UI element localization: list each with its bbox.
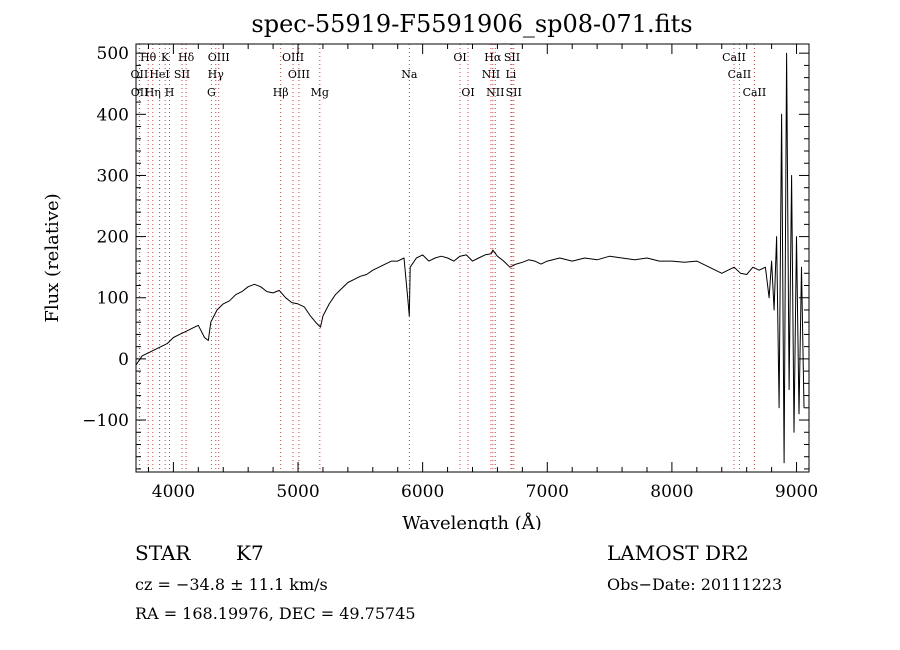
x-axis-label: Wavelength (Å) — [402, 512, 542, 530]
axis-tick-labels: 4000 5000 6000 7000 8000 9000 −100 0 100 200 300 40… — [82, 44, 818, 502]
line-label: Hγ — [208, 68, 225, 81]
redshift-velocity: cz = −34.8 ± 11.1 km/s — [135, 575, 328, 594]
plot-frame — [135, 43, 810, 473]
coordinates: RA = 168.19976, DEC = 49.75745 — [135, 604, 416, 623]
line-label: K — [161, 51, 170, 64]
line-label: Na — [401, 68, 418, 81]
x-tick-label: 5000 — [276, 482, 319, 502]
emission-line-markers — [138, 44, 755, 472]
spectrum-series — [135, 52, 805, 464]
x-tick-label: 9000 — [775, 482, 818, 502]
y-tick-label: −100 — [82, 411, 129, 431]
y-axis-label: Flux (relative) — [42, 193, 63, 322]
line-label: SII — [504, 51, 520, 64]
line-label: HeI — [149, 68, 169, 81]
object-subclass: K7 — [236, 541, 264, 565]
line-label: CaII — [743, 86, 767, 99]
y-tick-label: 500 — [97, 44, 129, 64]
line-label: SII — [174, 68, 190, 81]
line-label: CaII — [722, 51, 746, 64]
survey-name: LAMOST DR2 — [607, 541, 749, 565]
y-tick-label: 100 — [97, 289, 129, 309]
y-tick-label: 0 — [118, 350, 129, 370]
line-label: Hβ — [273, 86, 289, 99]
line-label: OIII — [282, 51, 304, 64]
line-label: OI — [453, 51, 466, 64]
spectrum-chart: spec-55919-F5591906_sp08-071.fits 4000 50… — [42, 10, 818, 530]
line-label: SII — [506, 86, 522, 99]
x-tick-label: 8000 — [650, 482, 693, 502]
x-tick-label: 6000 — [401, 482, 444, 502]
line-label: NII — [486, 86, 504, 99]
line-label: G — [207, 86, 216, 99]
line-label: Mg — [311, 86, 329, 99]
spectrum-line — [135, 52, 805, 464]
line-label: H — [165, 86, 175, 99]
observation-date: Obs−Date: 20111223 — [607, 575, 783, 594]
line-label: OIII — [208, 51, 230, 64]
x-tick-label: 4000 — [152, 482, 195, 502]
line-label: OII — [131, 68, 149, 81]
line-label: NII — [482, 68, 500, 81]
line-label: CaII — [728, 68, 752, 81]
line-label: OI — [461, 86, 474, 99]
y-tick-label: 300 — [97, 166, 129, 186]
line-label: OII — [131, 86, 149, 99]
y-tick-label: 400 — [97, 105, 129, 125]
object-class: STAR — [135, 541, 191, 565]
x-tick-label: 7000 — [526, 482, 569, 502]
chart-title: spec-55919-F5591906_sp08-071.fits — [251, 10, 692, 38]
line-label: Hδ — [178, 51, 195, 64]
line-label: Hα — [484, 51, 502, 64]
line-label: OIII — [288, 68, 310, 81]
line-label: Hθ — [140, 51, 157, 64]
line-label: Hη — [145, 86, 161, 99]
axis-ticks — [136, 44, 809, 472]
y-tick-label: 200 — [97, 228, 129, 248]
line-label: Li — [505, 68, 516, 81]
